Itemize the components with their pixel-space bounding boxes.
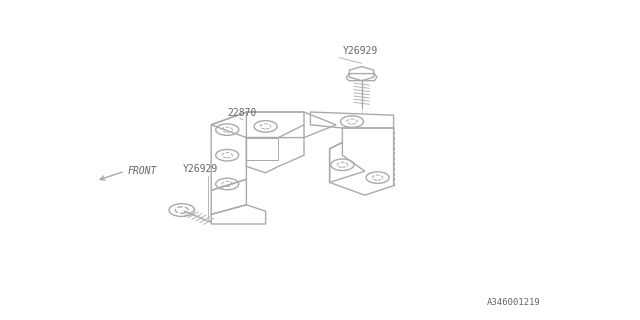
Text: Y26929: Y26929 xyxy=(342,46,378,56)
Text: 22870: 22870 xyxy=(227,108,257,118)
Text: FRONT: FRONT xyxy=(128,166,157,176)
Text: Y26929: Y26929 xyxy=(182,164,218,174)
Text: A346001219: A346001219 xyxy=(486,298,540,307)
